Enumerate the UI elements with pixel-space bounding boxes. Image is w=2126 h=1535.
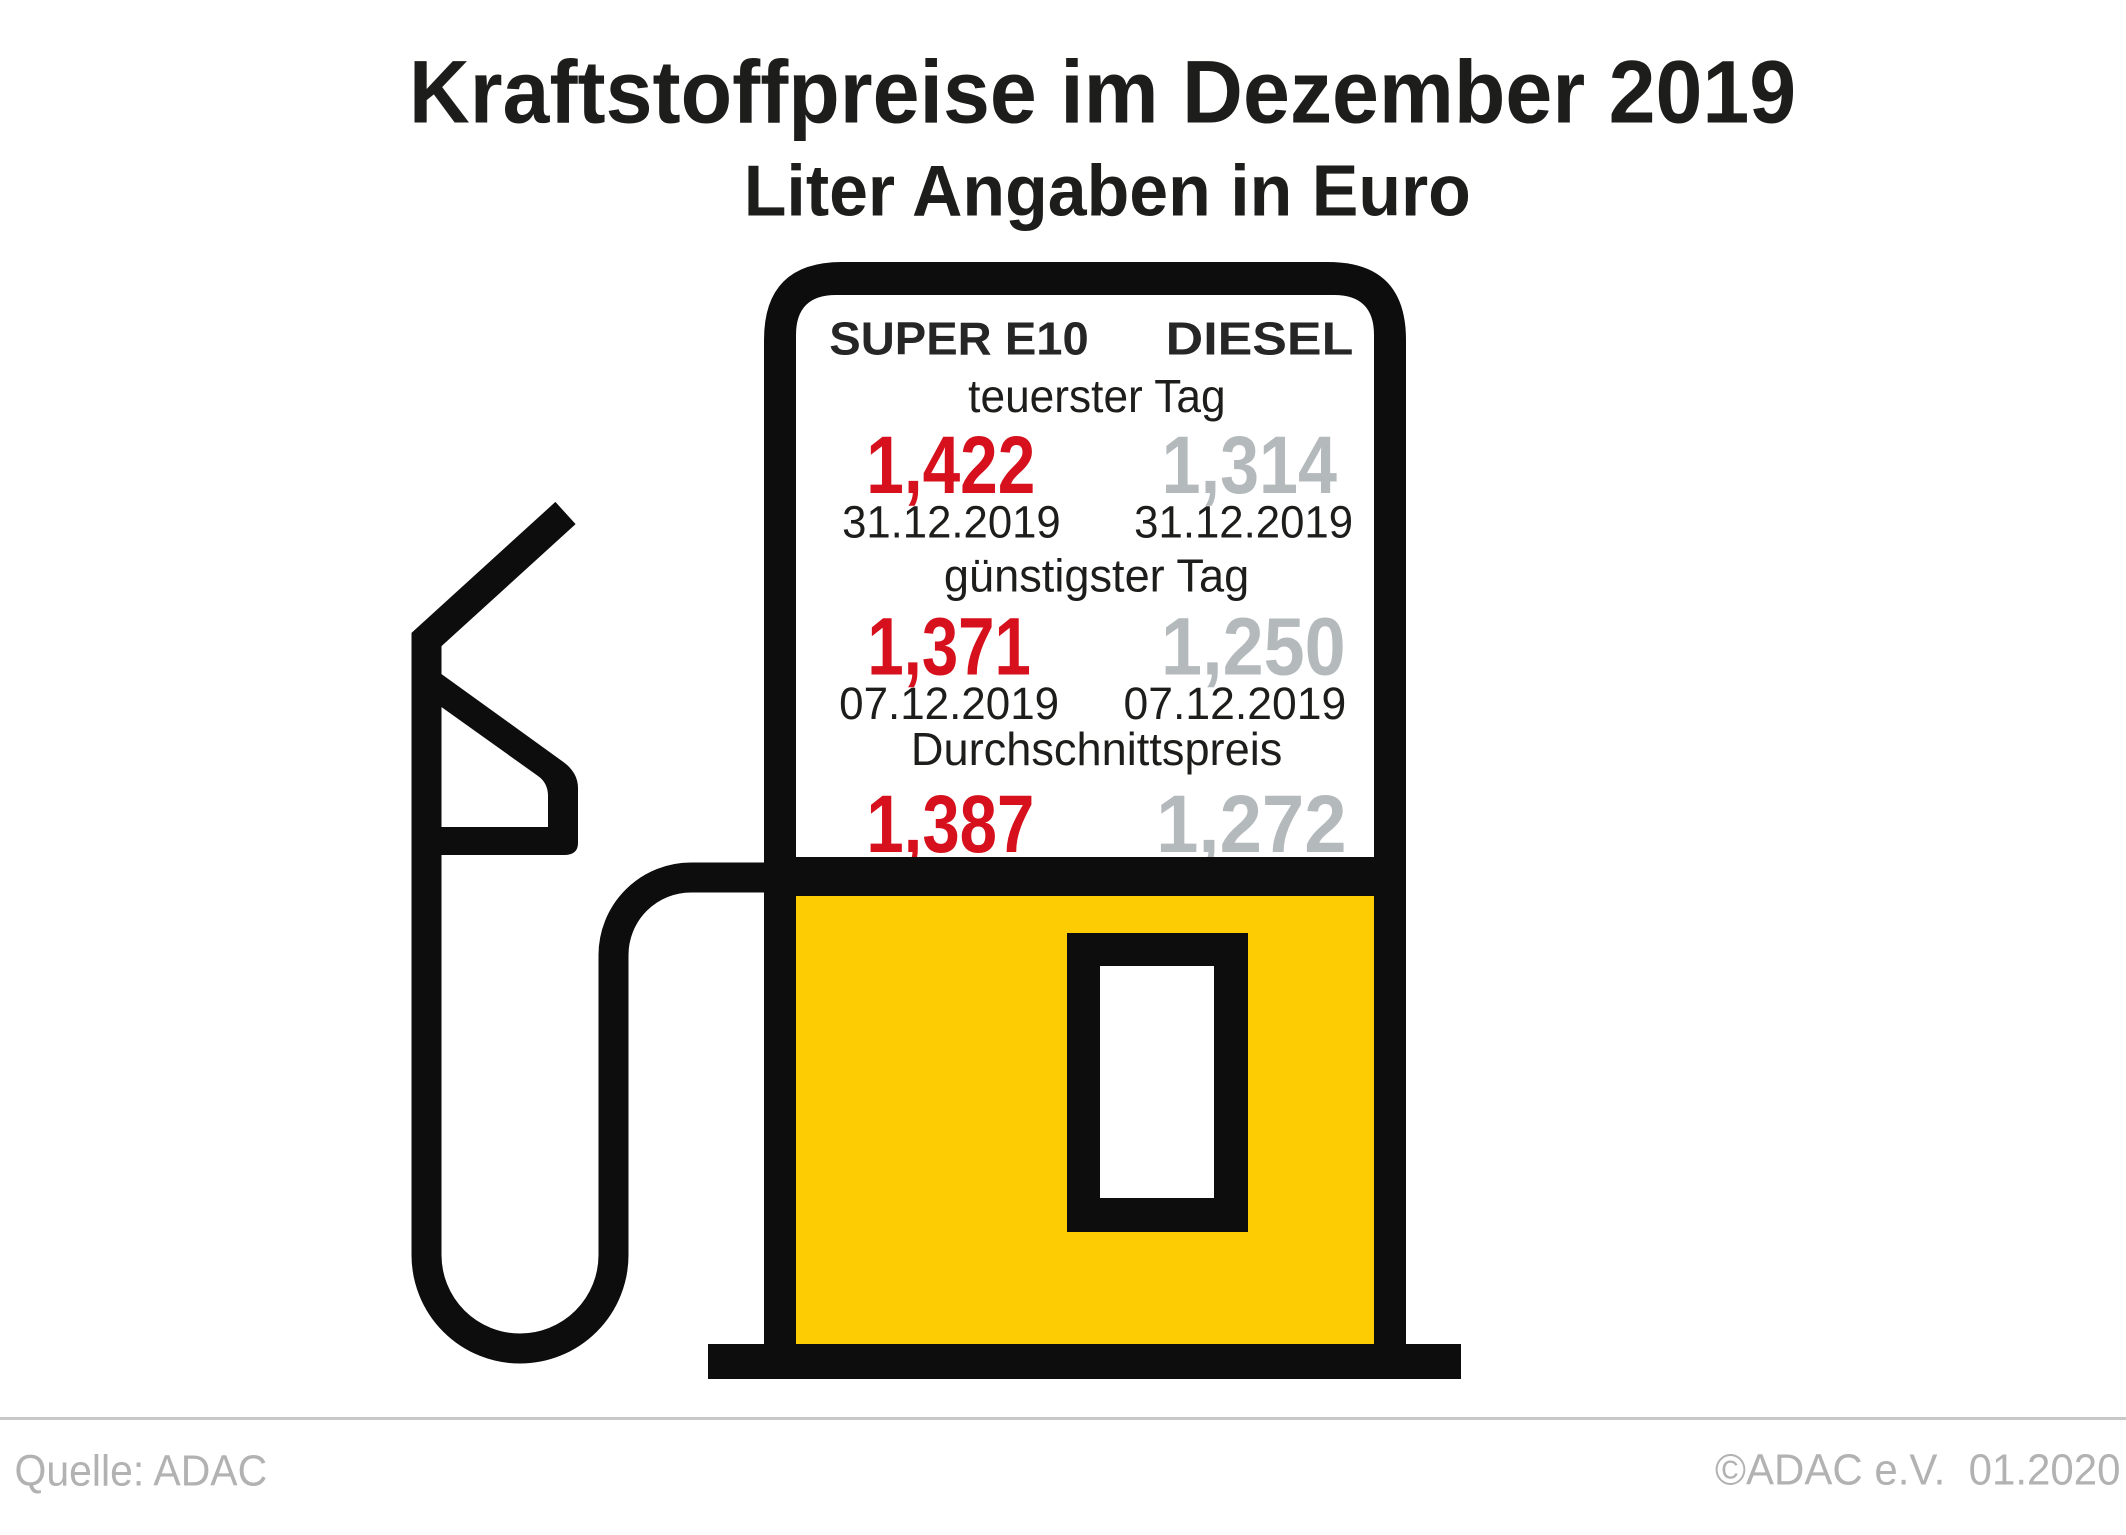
svg-text:1,272: 1,272: [1156, 779, 1347, 870]
svg-text:07.12.2019: 07.12.2019: [839, 680, 1059, 730]
svg-text:Kraftstoffpreise im Dezember 2: Kraftstoffpreise im Dezember 2019: [409, 43, 1796, 142]
svg-text:31.12.2019: 31.12.2019: [1134, 498, 1353, 548]
svg-text:Quelle: ADAC: Quelle: ADAC: [15, 1447, 268, 1496]
svg-text:günstigster Tag: günstigster Tag: [944, 550, 1249, 601]
svg-text:Liter Angaben in Euro: Liter Angaben in Euro: [744, 151, 1471, 231]
svg-text:31.12.2019: 31.12.2019: [842, 498, 1061, 548]
svg-text:1,314: 1,314: [1162, 420, 1337, 511]
svg-text:©ADAC e.V. 01.2020: ©ADAC e.V. 01.2020: [1715, 1446, 2120, 1495]
svg-text:1,250: 1,250: [1161, 602, 1346, 692]
svg-text:DIESEL: DIESEL: [1166, 314, 1354, 365]
svg-text:teuerster Tag: teuerster Tag: [968, 370, 1225, 422]
svg-text:Durchschnittspreis: Durchschnittspreis: [911, 724, 1282, 775]
svg-text:1,387: 1,387: [866, 778, 1034, 870]
svg-text:07.12.2019: 07.12.2019: [1124, 679, 1347, 729]
svg-text:1,371: 1,371: [867, 600, 1031, 692]
svg-text:1,422: 1,422: [866, 419, 1035, 510]
svg-text:SUPER E10: SUPER E10: [829, 313, 1088, 364]
